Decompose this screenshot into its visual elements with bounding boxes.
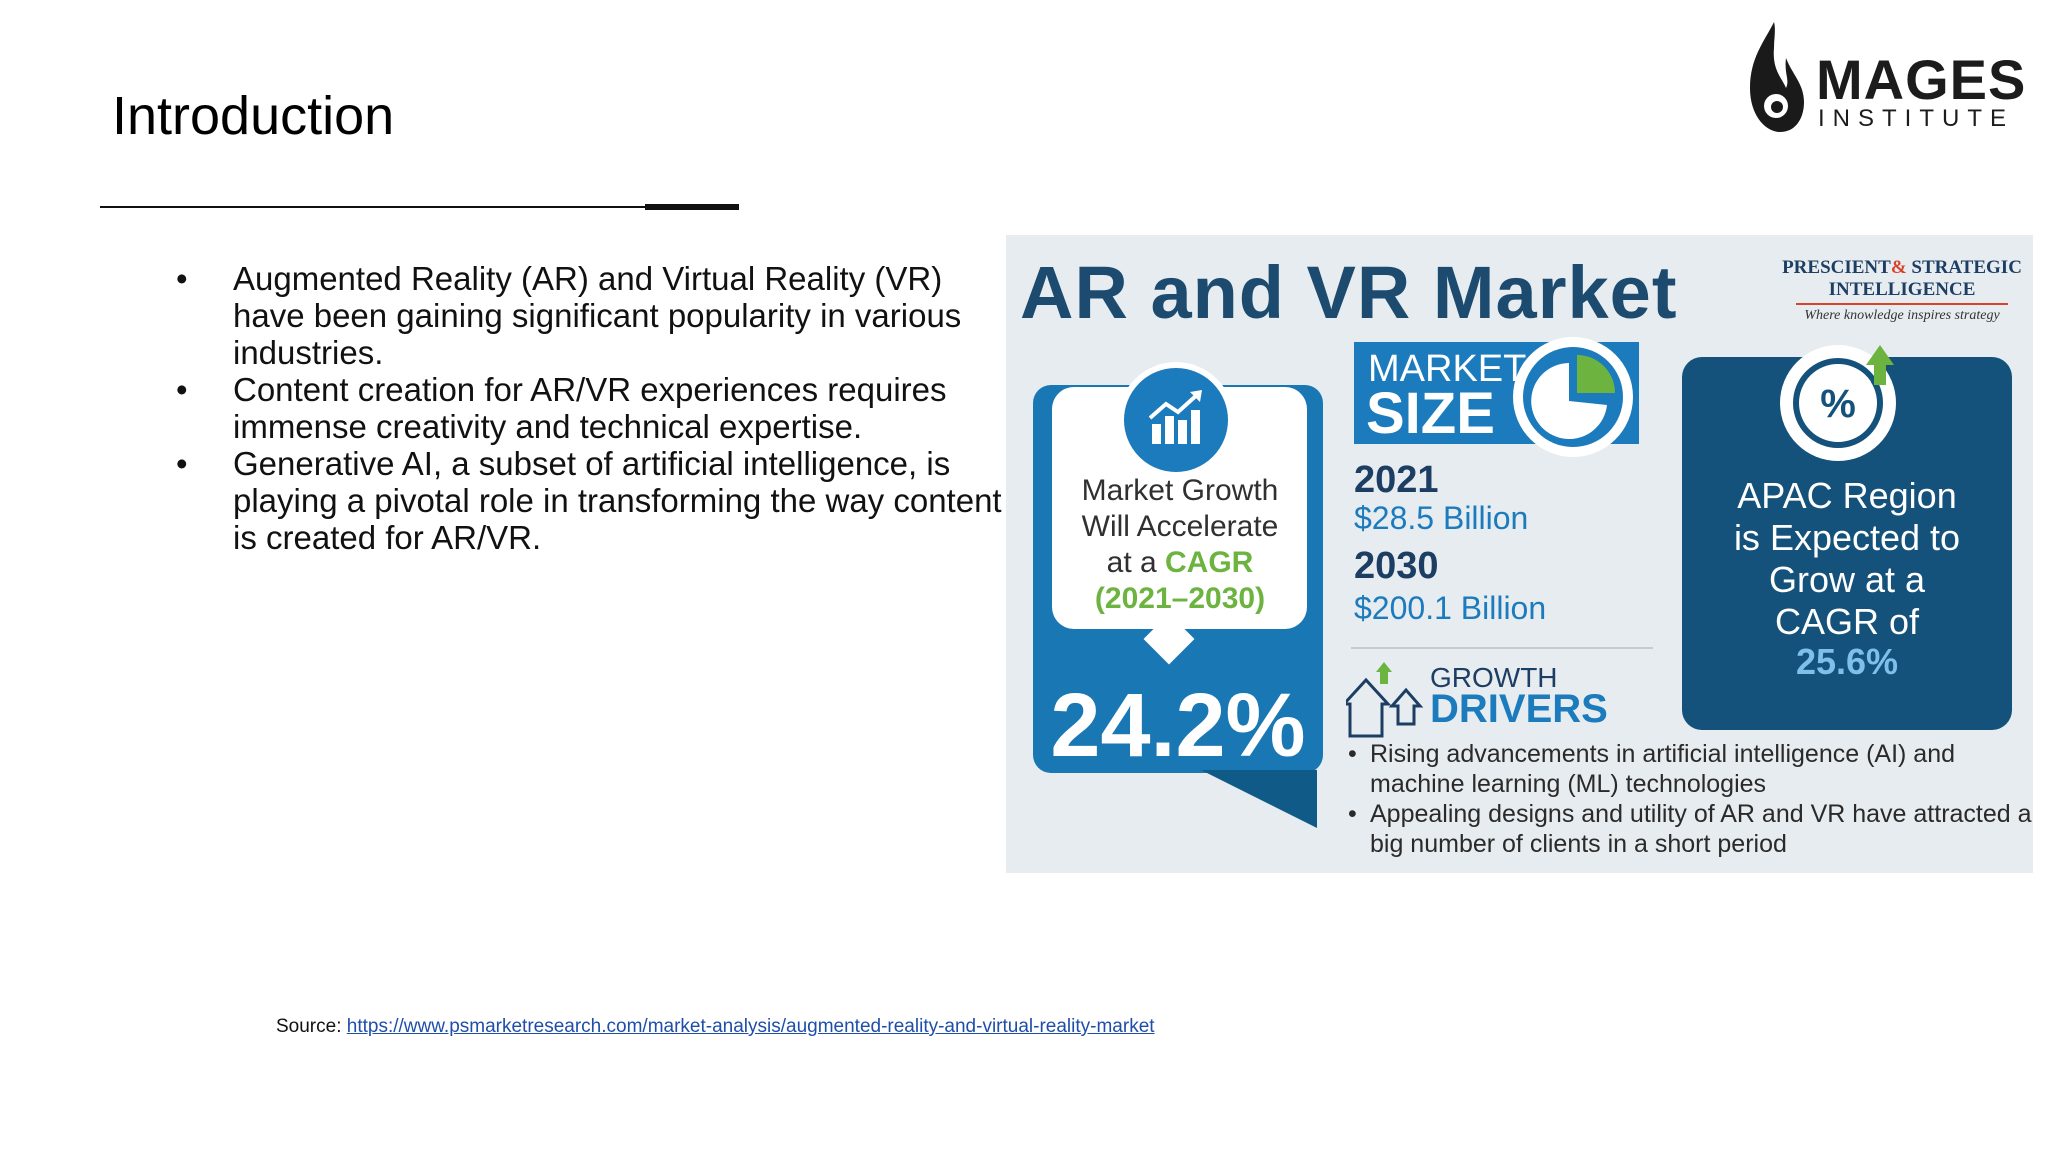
bullet-marker: •	[176, 371, 188, 408]
cagr-line1: Market Growth	[1081, 474, 1279, 507]
logo-wordmark: MAGES	[1816, 48, 2027, 111]
title-underline	[100, 206, 648, 208]
flame-logo-icon	[1750, 22, 1804, 132]
cagr-description: Market Growth Will Accelerate at a CAGR …	[1054, 473, 1306, 617]
slide-title: Introduction	[112, 86, 395, 146]
cagr-line2: Will Accelerate	[1081, 510, 1279, 543]
bullet-text: Augmented Reality (AR) and Virtual Reali…	[233, 260, 962, 371]
bullet-marker: •	[176, 260, 188, 297]
bullet-text: Generative AI, a subset of artificial in…	[233, 445, 1002, 556]
growth-drivers-list: • Rising advancements in artificial intel…	[1346, 739, 2033, 859]
cagr-line3-text: at a	[1106, 546, 1166, 579]
title-underline-accent	[645, 204, 739, 210]
market-divider	[1351, 647, 1653, 649]
apac-cagr-value: 25.6%	[1795, 641, 1899, 682]
publisher-logo: PRESCIENT& STRATEGIC INTELLIGENCE Where …	[1782, 257, 2022, 325]
market-size-label2: SIZE	[1366, 381, 1495, 446]
publisher-divider	[1796, 303, 2008, 305]
source-citation: Source: https://www.psmarketresearch.com…	[276, 1015, 1155, 1039]
bullet-item: • Content creation for AR/VR experiences …	[176, 371, 1006, 445]
bullet-marker: •	[176, 445, 188, 482]
publisher-name-part1: PRESCIENT	[1782, 257, 1891, 278]
driver-bullet: •	[1348, 800, 1357, 828]
bullet-text: Content creation for AR/VR experiences r…	[233, 371, 947, 445]
market-year-2021: 2021	[1354, 459, 1439, 501]
intro-bullet-list: • Augmented Reality (AR) and Virtual Real…	[176, 260, 1006, 556]
driver-bullet: •	[1348, 740, 1357, 768]
source-label: Source:	[276, 1016, 347, 1037]
publisher-ampersand: &	[1890, 257, 1907, 278]
publisher-name-line2: INTELLIGENCE	[1828, 279, 1976, 300]
infographic-title: AR and VR Market	[1020, 251, 1678, 334]
market-amount-2021: $28.5 Billion	[1354, 500, 1529, 536]
bullet-item: • Augmented Reality (AR) and Virtual Real…	[176, 260, 1006, 371]
source-link[interactable]: https://www.psmarketresearch.com/market-…	[346, 1016, 1155, 1037]
apac-line4: CAGR of	[1774, 601, 1920, 642]
percent-symbol: %	[1820, 382, 1856, 426]
apac-line3: Grow at a	[1768, 559, 1926, 600]
apac-line2: is Expected to	[1733, 517, 1961, 558]
publisher-name-part2: STRATEGIC	[1911, 257, 2022, 278]
apac-line1: APAC Region	[1737, 475, 1957, 516]
percent-growth-icon: %	[1780, 345, 1896, 461]
logo-subtitle: INSTITUTE	[1818, 105, 2014, 132]
mages-logo: MAGES INSTITUTE	[1746, 18, 2025, 136]
growth-arrows-icon	[1346, 662, 1424, 738]
growth-chart-icon	[1118, 362, 1234, 478]
bullet-item: • Generative AI, a subset of artificial i…	[176, 445, 1006, 556]
market-size-label1: MARKET	[1368, 348, 1527, 390]
market-year-2030: 2030	[1354, 545, 1439, 587]
cagr-value: 24.2%	[1050, 676, 1306, 776]
driver-text: Rising advancements in artificial intell…	[1370, 740, 1956, 798]
publisher-tagline: Where knowledge inspires strategy	[1804, 308, 2000, 323]
cagr-keyword: CAGR	[1165, 546, 1254, 579]
driver-item: • Appealing designs and utility of AR and…	[1346, 799, 2033, 859]
cagr-period: (2021–2030)	[1094, 582, 1266, 615]
pie-chart-icon	[1513, 337, 1633, 457]
growth-drivers-label2: DRIVERS	[1430, 687, 1608, 731]
driver-item: • Rising advancements in artificial intel…	[1346, 739, 2033, 799]
driver-text: Appealing designs and utility of AR and …	[1370, 800, 2032, 858]
growth-drivers-label1: GROWTH	[1430, 662, 1558, 693]
market-amount-2030: $200.1 Billion	[1354, 590, 1547, 626]
cagr-card-ribbon	[1201, 770, 1317, 828]
apac-description: APAC Region is Expected to Grow at a CAG…	[1682, 475, 2012, 643]
ar-vr-market-infographic: AR and VR Market PRESCIENT& STRATEGIC IN…	[1006, 235, 2033, 873]
